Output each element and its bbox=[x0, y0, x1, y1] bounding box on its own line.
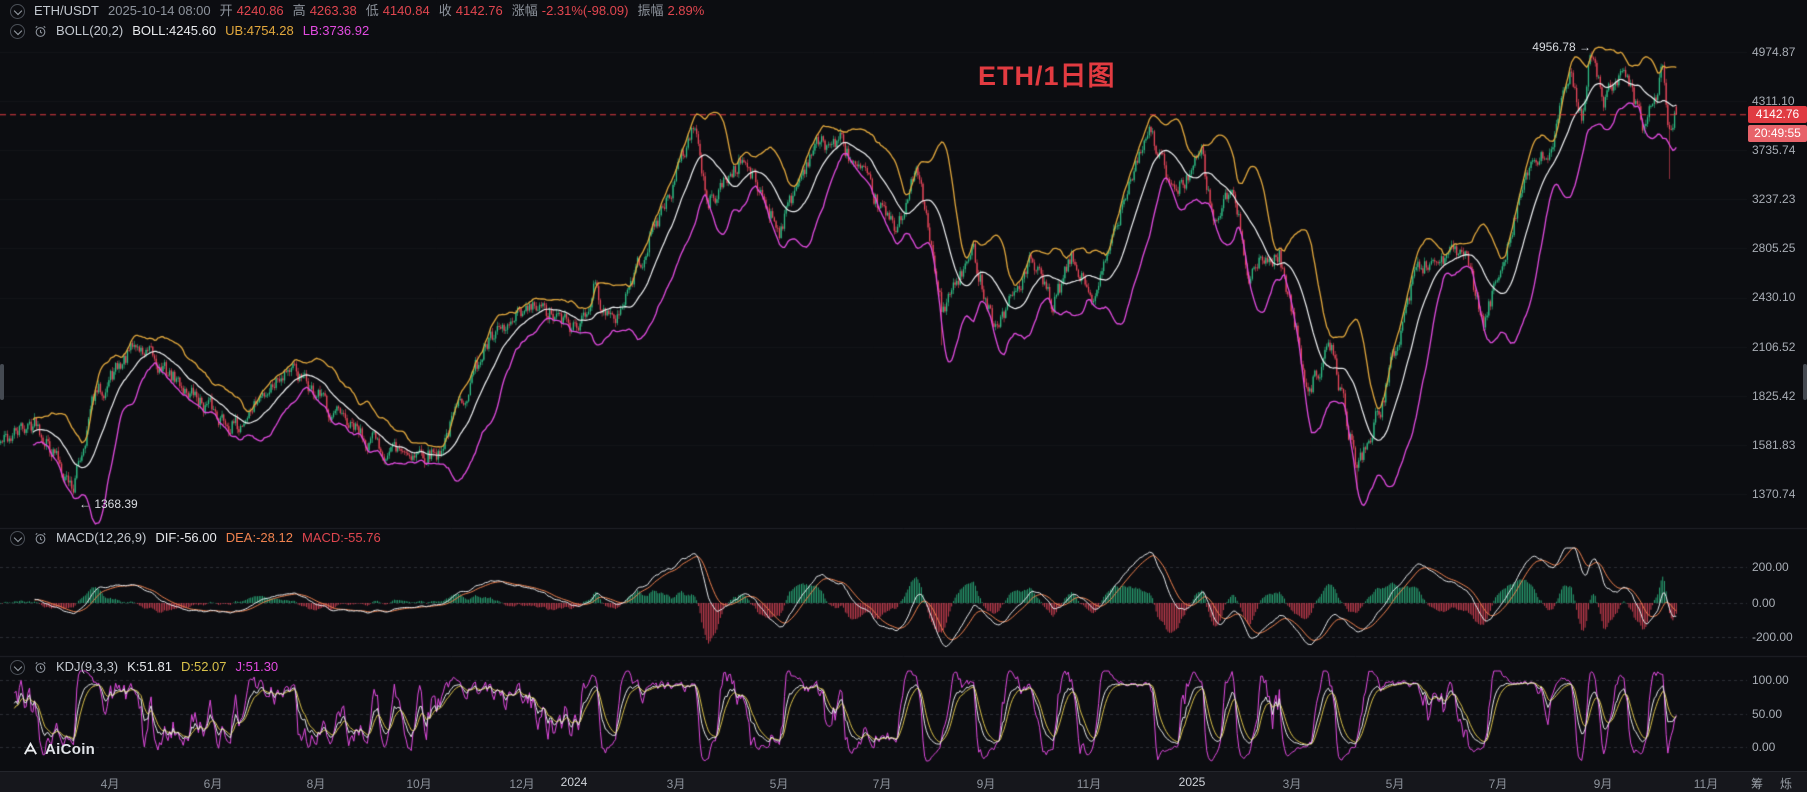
time-axis-label: 10月 bbox=[406, 777, 432, 791]
boll-ub-value: UB:4754.28 bbox=[225, 23, 294, 38]
amplitude-field: 振幅 2.89% bbox=[637, 3, 705, 18]
candle-datetime: 2025-10-14 08:00 bbox=[108, 3, 211, 18]
time-axis-label: 5月 bbox=[1385, 777, 1405, 791]
candlestick-canvas[interactable] bbox=[0, 0, 1807, 771]
price-axis-label: 2106.52 bbox=[1752, 340, 1796, 354]
macd-hist-value: MACD:-55.76 bbox=[301, 530, 381, 545]
alert-icon[interactable] bbox=[34, 661, 47, 674]
price-axis-label: 3237.23 bbox=[1752, 192, 1796, 206]
aicoin-logo-text: AiCoin bbox=[45, 741, 96, 758]
collapse-kdj-icon[interactable] bbox=[10, 659, 25, 675]
time-axis-label: 4月 bbox=[100, 777, 120, 791]
flash-tool[interactable]: 烁 bbox=[1780, 777, 1793, 791]
price-axis-label: 2805.25 bbox=[1752, 241, 1796, 255]
macd-axis-label: 200.00 bbox=[1752, 560, 1789, 574]
open-field: 开 4240.86 bbox=[219, 3, 284, 18]
macd-name: MACD(12,26,9) bbox=[56, 530, 147, 545]
collapse-main-pane-icon[interactable] bbox=[10, 3, 25, 19]
high-price-marker: 4956.78 → bbox=[1532, 40, 1591, 54]
alert-icon[interactable] bbox=[34, 532, 47, 545]
boll-lb-value: LB:3736.92 bbox=[302, 23, 370, 38]
price-axis-label: 1581.83 bbox=[1752, 438, 1796, 452]
price-axis-label: 3735.74 bbox=[1752, 143, 1796, 157]
boll-name: BOLL(20,2) bbox=[56, 23, 124, 38]
candle-countdown-badge: 20:49:55 bbox=[1748, 125, 1807, 142]
kdj-indicator-row: KDJ(9,3,3) K:51.81 D:52.07 J:51.30 bbox=[10, 659, 278, 675]
price-axis-label: 1825.42 bbox=[1752, 389, 1796, 403]
time-axis-label: 9月 bbox=[976, 777, 996, 791]
boll-mid-value: BOLL:4245.60 bbox=[132, 23, 217, 38]
low-price-marker: ← 1368.39 bbox=[79, 497, 138, 511]
macd-indicator-row: MACD(12,26,9) DIF:-56.00 DEA:-28.12 MACD… bbox=[10, 530, 381, 546]
time-axis-label: 5月 bbox=[769, 777, 789, 791]
chart-title: ETH/1日图 bbox=[978, 61, 1116, 91]
collapse-boll-icon[interactable] bbox=[10, 23, 25, 39]
macd-dif-value: DIF:-56.00 bbox=[155, 530, 217, 545]
boll-indicator-row: BOLL(20,2) BOLL:4245.60 UB:4754.28 LB:37… bbox=[10, 23, 369, 39]
low-field: 低 4140.84 bbox=[365, 3, 430, 18]
kdj-axis-label: 50.00 bbox=[1752, 707, 1783, 721]
price-axis-label: 1370.74 bbox=[1752, 487, 1796, 501]
kdj-j-value: J:51.30 bbox=[235, 659, 279, 674]
price-axis-label: 2430.10 bbox=[1752, 290, 1796, 304]
pane-scroll-handle-left[interactable] bbox=[0, 364, 4, 400]
kdj-axis-label: 0.00 bbox=[1752, 740, 1776, 754]
aicoin-logo-icon bbox=[24, 741, 37, 755]
time-axis-label: 8月 bbox=[306, 777, 326, 791]
kdj-axis-label: 100.00 bbox=[1752, 673, 1789, 687]
time-axis-label: 9月 bbox=[1593, 777, 1613, 791]
time-axis-year-label: 2024 bbox=[560, 775, 588, 789]
macd-dea-value: DEA:-28.12 bbox=[225, 530, 293, 545]
macd-axis-label: 0.00 bbox=[1752, 596, 1776, 610]
symbol-header-row: ETH/USDT 2025-10-14 08:00 开 4240.86 高 4263… bbox=[10, 3, 704, 19]
macd-axis-label: -200.00 bbox=[1752, 630, 1793, 644]
price-axis-label: 4311.10 bbox=[1752, 94, 1795, 108]
high-field: 高 4263.38 bbox=[292, 3, 357, 18]
chip-distribution-tool[interactable]: 筹 bbox=[1751, 777, 1764, 791]
time-axis-label: 12月 bbox=[509, 777, 535, 791]
close-field: 收 4142.76 bbox=[438, 3, 503, 18]
kdj-k-value: K:51.81 bbox=[127, 659, 172, 674]
time-axis-label: 7月 bbox=[1488, 777, 1508, 791]
pane-scroll-handle-right[interactable] bbox=[1803, 364, 1807, 400]
time-axis-label: 3月 bbox=[1282, 777, 1302, 791]
time-axis-bar[interactable]: 4月 6月 8月 10月 12月 2024 3月 5月 7月 9月 11月 20… bbox=[0, 771, 1807, 792]
collapse-macd-icon[interactable] bbox=[10, 530, 25, 546]
time-axis-label: 3月 bbox=[666, 777, 686, 791]
price-axis-label: 4974.87 bbox=[1752, 45, 1796, 59]
time-axis-label: 11月 bbox=[1693, 777, 1719, 791]
symbol-label: ETH/USDT bbox=[34, 3, 99, 18]
kdj-name: KDJ(9,3,3) bbox=[56, 659, 119, 674]
time-axis-label: 6月 bbox=[203, 777, 223, 791]
kdj-d-value: D:52.07 bbox=[180, 659, 227, 674]
alert-icon[interactable] bbox=[34, 25, 47, 38]
time-axis-label: 7月 bbox=[872, 777, 892, 791]
change-field: 涨幅 -2.31%(-98.09) bbox=[511, 3, 629, 18]
aicoin-logo: AiCoin bbox=[22, 741, 95, 758]
time-axis-label: 11月 bbox=[1076, 777, 1102, 791]
current-price-badge: 4142.76 bbox=[1748, 106, 1807, 123]
time-axis-year-label: 2025 bbox=[1178, 775, 1206, 789]
